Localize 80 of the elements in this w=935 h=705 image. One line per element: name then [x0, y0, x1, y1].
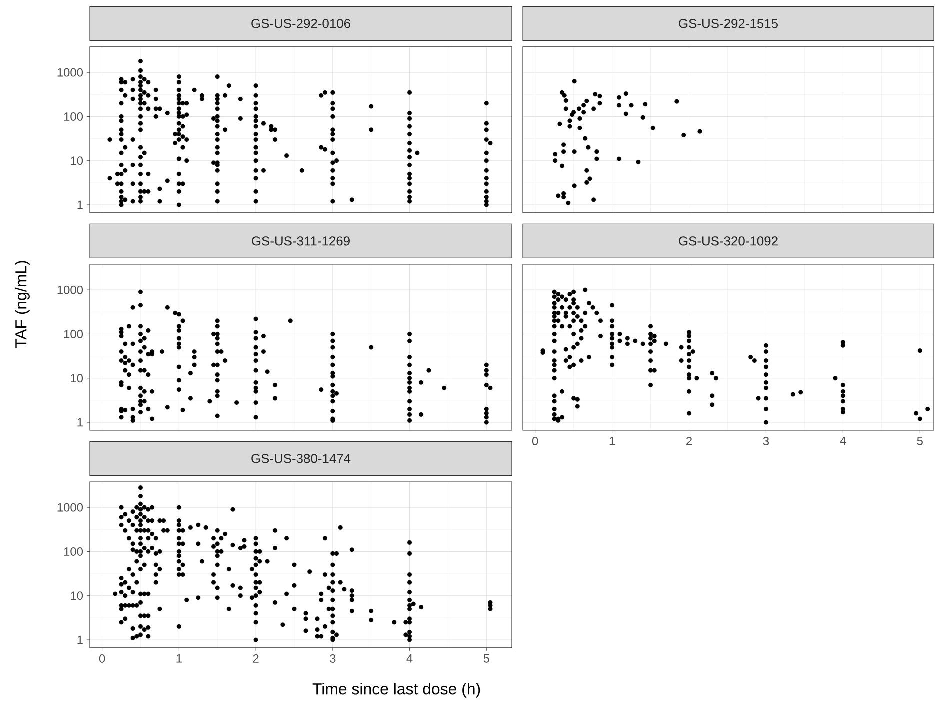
point — [572, 110, 576, 115]
point — [593, 92, 598, 97]
point — [592, 106, 596, 112]
y-tick-label: 10 — [71, 374, 84, 383]
point — [584, 180, 590, 185]
point — [594, 156, 600, 162]
point — [594, 150, 600, 154]
point — [562, 194, 566, 200]
point — [562, 93, 567, 98]
point — [616, 95, 622, 100]
point — [583, 136, 588, 141]
point — [643, 102, 648, 107]
point — [576, 106, 582, 112]
point — [598, 101, 602, 106]
point — [562, 150, 566, 154]
point — [566, 200, 571, 206]
point — [598, 94, 602, 99]
point — [578, 116, 582, 122]
y-tick-label: 1 — [78, 200, 83, 210]
x-tick-label: 3 — [330, 654, 336, 663]
x-tick-label: 1 — [176, 654, 182, 663]
point — [698, 129, 702, 134]
y-tick-label: 100 — [64, 548, 84, 556]
chart-title: GS-US-380-1474 — [252, 454, 351, 464]
point — [560, 164, 565, 168]
point — [624, 112, 628, 116]
x-tick-label: 4 — [840, 437, 846, 446]
x-tick-label: 3 — [763, 437, 770, 446]
point — [562, 142, 566, 148]
chart-title: GS-US-292-0106 — [252, 19, 350, 28]
point — [553, 158, 558, 164]
point — [616, 156, 622, 162]
point — [582, 103, 586, 108]
x-tick-label: 1 — [610, 437, 616, 446]
point — [616, 103, 622, 108]
y-tick-label: 1000 — [58, 503, 84, 512]
point — [636, 160, 641, 165]
y-tick-label: 10 — [71, 156, 84, 166]
y-tick-label: 1000 — [58, 286, 84, 294]
point — [592, 198, 596, 202]
point — [674, 99, 680, 104]
point — [572, 150, 577, 154]
point — [640, 115, 646, 120]
point — [568, 118, 572, 124]
point — [650, 126, 656, 130]
y-tick-label: 100 — [64, 112, 84, 121]
chart-title: GS-US-320-1092 — [679, 236, 778, 246]
y-axis-title: TAF (ng/mL) — [15, 261, 30, 348]
y-tick-label: 1 — [78, 636, 83, 644]
point — [564, 106, 568, 112]
point — [553, 152, 558, 157]
point — [624, 92, 628, 96]
point — [586, 145, 591, 150]
chart-title: GS-US-292-1515 — [679, 19, 778, 28]
point — [582, 110, 586, 115]
y-tick-label: 1000 — [58, 68, 84, 77]
point — [568, 124, 572, 129]
y-tick-label: 1 — [78, 418, 83, 427]
x-tick-label: 5 — [484, 654, 490, 663]
x-tick-label: 2 — [253, 654, 259, 663]
point — [556, 194, 561, 198]
point — [629, 103, 634, 108]
point — [558, 122, 562, 126]
x-tick-label: 5 — [917, 437, 923, 446]
point — [682, 133, 686, 138]
x-tick-label: 4 — [406, 654, 413, 663]
x-axis-title: Time since last dose (h) — [312, 683, 480, 698]
point — [588, 176, 592, 182]
x-tick-label: 2 — [686, 437, 692, 446]
point — [564, 98, 568, 104]
point — [578, 126, 582, 130]
x-tick-label: 0 — [99, 654, 106, 663]
point — [584, 98, 590, 104]
chart-title: GS-US-311-1269 — [252, 236, 350, 246]
point — [584, 168, 590, 173]
point — [572, 79, 577, 84]
y-tick-label: 10 — [71, 592, 84, 600]
point — [572, 184, 577, 188]
x-tick-label: 0 — [532, 437, 538, 446]
y-tick-label: 100 — [64, 330, 84, 338]
